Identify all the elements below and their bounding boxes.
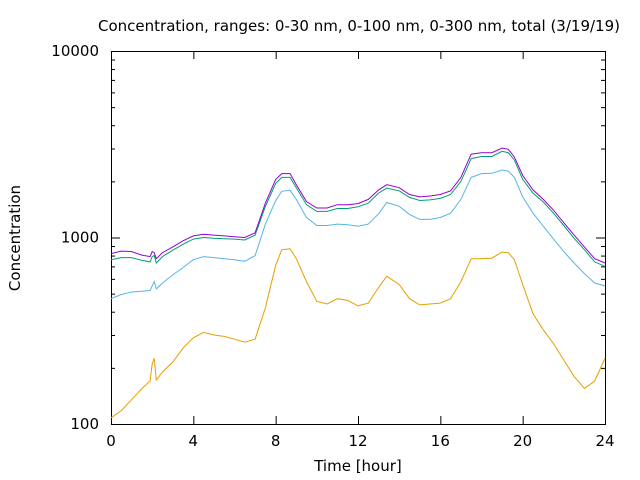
- y-axis-label: Concentration: [6, 185, 24, 291]
- y-tick-label: 1000: [61, 229, 99, 247]
- chart-title: Concentration, ranges: 0-30 nm, 0-100 nm…: [98, 17, 620, 35]
- x-tick-label: 12: [348, 432, 367, 450]
- x-tick-label: 20: [513, 432, 532, 450]
- plot-frame: [111, 51, 606, 425]
- y-tick-label: 10000: [51, 42, 99, 60]
- x-tick-label: 8: [271, 432, 281, 450]
- series-group: [110, 147, 606, 419]
- x-ticks: 0 4 8 12 16 20 24: [106, 51, 615, 450]
- series-line-2: [110, 150, 606, 267]
- y-ticks: 100 1000 10000: [51, 42, 605, 433]
- x-tick-label: 16: [431, 432, 450, 450]
- x-tick-label: 24: [595, 432, 614, 450]
- series-line-1: [110, 169, 606, 300]
- x-tick-label: 4: [189, 432, 199, 450]
- series-line-3: [110, 147, 606, 264]
- x-axis-label: Time [hour]: [313, 457, 402, 475]
- y-tick-label: 100: [70, 415, 99, 433]
- series-line-0: [110, 248, 606, 419]
- x-tick-label: 0: [106, 432, 116, 450]
